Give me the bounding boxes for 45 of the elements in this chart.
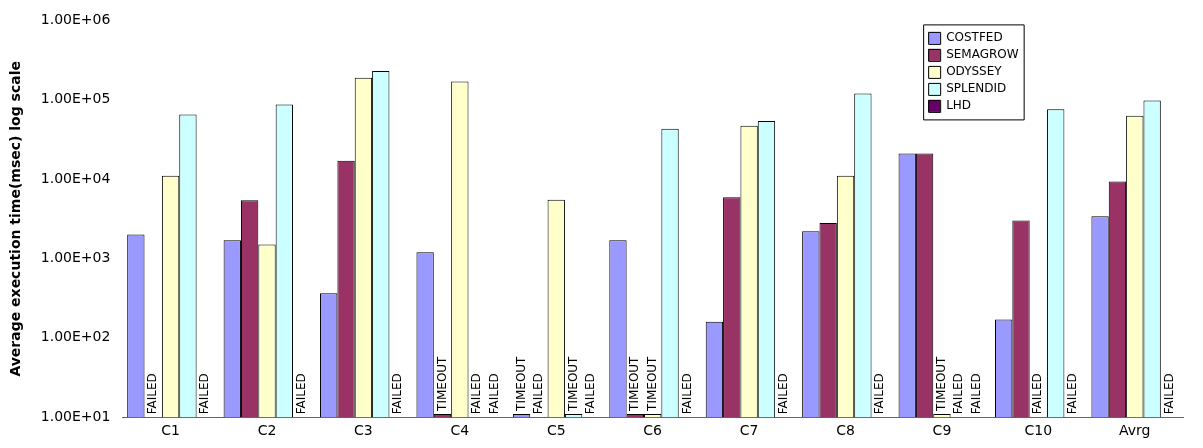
- data-label: TIMEOUT: [934, 355, 949, 412]
- y-tick-label: 1.00E+03: [40, 249, 111, 266]
- text: FAILED: [1030, 373, 1045, 415]
- legend-label: ODYSSEY: [946, 64, 1003, 79]
- text: FAILED: [1065, 373, 1080, 415]
- text: FAILED: [872, 373, 887, 415]
- data-label: TIMEOUT: [513, 355, 528, 412]
- text: FAILED: [951, 373, 966, 415]
- legend-label: LHD: [946, 98, 972, 113]
- legend-label: SEMAGROW: [946, 47, 1019, 62]
- x-tick-label: C10: [1024, 422, 1053, 439]
- data-label: TIMEOUT: [644, 355, 659, 412]
- text: FAILED: [197, 373, 212, 415]
- y-tick-label: 1.00E+06: [40, 11, 111, 28]
- text: FAILED: [775, 373, 790, 415]
- y-tick-label: 1.00E+05: [40, 90, 111, 107]
- x-tick-label: C3: [354, 422, 373, 439]
- x-tick-label: Avrg: [1119, 422, 1151, 439]
- y-tick-label: 1.00E+02: [40, 328, 111, 345]
- legend-label: SPLENDID: [946, 81, 1007, 96]
- data-label: TIMEOUT: [627, 355, 642, 412]
- x-tick-label: C8: [836, 422, 855, 439]
- x-tick-label: C1: [161, 422, 180, 439]
- y-tick-label: 1.00E+01: [40, 407, 111, 424]
- text: FAILED: [469, 373, 484, 415]
- y-tick-label: 1.00E+04: [40, 169, 111, 186]
- text: FAILED: [145, 373, 160, 415]
- text: FAILED: [1161, 373, 1176, 415]
- text: FAILED: [531, 373, 546, 415]
- text: FAILED: [293, 373, 308, 415]
- legend-label: COSTFED: [946, 30, 1003, 45]
- x-tick-label: C4: [450, 422, 470, 439]
- x-tick-label: C5: [546, 422, 566, 439]
- text: FAILED: [968, 373, 983, 415]
- x-tick-label: C6: [643, 422, 663, 439]
- text: FAILED: [679, 373, 694, 415]
- x-tick-label: C9: [932, 422, 952, 439]
- data-label: TIMEOUT: [434, 355, 449, 412]
- y-axis-title: Average execution time(msec) log scale: [7, 61, 24, 377]
- x-tick-label: C2: [257, 422, 277, 439]
- data-label: TIMEOUT: [565, 355, 580, 412]
- x-tick-label: C7: [739, 422, 759, 439]
- text: FAILED: [583, 373, 598, 415]
- text: FAILED: [390, 373, 405, 415]
- text: FAILED: [486, 373, 501, 415]
